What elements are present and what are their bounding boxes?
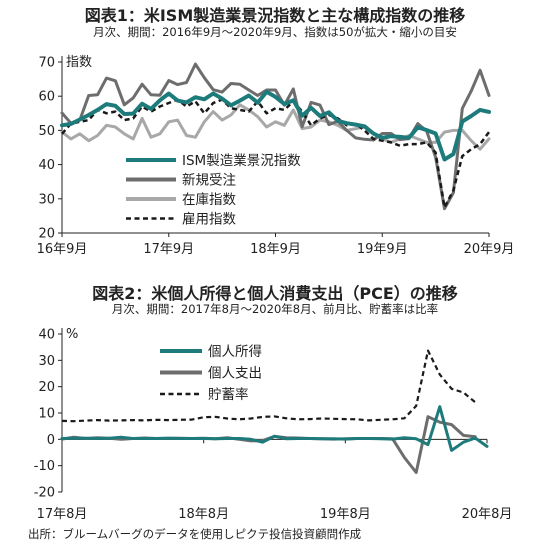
chart2-x-tick-label: 20年8月 bbox=[462, 507, 513, 522]
chart1-x-tick-label: 19年9月 bbox=[357, 242, 408, 257]
chart2-y-tick-label: 0 bbox=[47, 433, 55, 448]
chart2-series-line-1 bbox=[60, 405, 489, 452]
chart2-series-line-2 bbox=[60, 415, 477, 474]
chart2-legend-label-3: 貯蓄率 bbox=[208, 386, 249, 403]
chart2-y-tick-label: 20 bbox=[38, 380, 55, 395]
chart1-legend-label-3: 在庫指数 bbox=[182, 192, 236, 208]
chart1-x-tick-label: 17年9月 bbox=[143, 242, 194, 257]
chart2-y-tick-label: -10 bbox=[34, 459, 55, 474]
chart2-x-tick-label: 18年8月 bbox=[178, 507, 229, 522]
chart2-series-line-3 bbox=[61, 349, 476, 423]
chart2-y-tick-label: 30 bbox=[38, 354, 55, 369]
chart1-series-line-3 bbox=[60, 103, 491, 151]
chart1-series-line-4 bbox=[61, 98, 491, 209]
chart1-y-tick-label: 30 bbox=[38, 192, 55, 207]
chart2-subtitle: 月次、期間：2017年8月～2020年8月、前月比、貯蓄率は比率 bbox=[111, 302, 439, 316]
chart2-legend-label-1: 個人所得 bbox=[208, 343, 262, 360]
chart1-legend-label-4: 雇用指数 bbox=[182, 211, 236, 228]
chart1-y-label: 指数 bbox=[66, 55, 92, 70]
chart1-x-tick-label: 20年9月 bbox=[464, 242, 515, 257]
chart1-y-tick-label: 40 bbox=[38, 158, 55, 173]
chart1-legend-label-1: ISM製造業景況指数 bbox=[182, 153, 301, 169]
chart1-series-line-2 bbox=[60, 62, 491, 211]
chart1-y-tick-label: 50 bbox=[38, 124, 55, 139]
chart1-x-tick-label: 18年9月 bbox=[250, 242, 301, 257]
chart2-legend-label-2: 個人支出 bbox=[208, 366, 262, 382]
source-note: 出所：ブルームバーグのデータを使用しピクテ投信投資顧問作成 bbox=[28, 527, 362, 541]
chart1-x-tick-label: 16年9月 bbox=[37, 242, 88, 257]
chart2-title: 図表2：米個人所得と個人消費支出（PCE）の推移 bbox=[92, 284, 458, 303]
chart1-title: 図表1：米ISM製造業景況指数と主な構成指数の推移 bbox=[84, 6, 466, 25]
chart2-x-tick-label: 19年8月 bbox=[320, 507, 371, 522]
chart1-y-tick-label: 20 bbox=[38, 227, 55, 242]
chart2-y-tick-label: -20 bbox=[34, 486, 55, 501]
chart2-y-tick-label: 10 bbox=[38, 407, 55, 422]
chart1-y-tick-label: 60 bbox=[38, 90, 55, 105]
chart1-series-line-1 bbox=[60, 89, 491, 162]
chart2-x-tick-label: 17年8月 bbox=[37, 507, 88, 522]
chart1-subtitle: 月次、期間：2016年9月～2020年9月、指数は50が拡大・縮小の目安 bbox=[93, 25, 457, 39]
chart2-y-tick-label: 40 bbox=[38, 328, 55, 343]
chart1-legend-label-2: 新規受注 bbox=[182, 173, 236, 189]
chart2-y-label: % bbox=[66, 327, 78, 342]
chart1-y-tick-label: 70 bbox=[38, 56, 55, 71]
